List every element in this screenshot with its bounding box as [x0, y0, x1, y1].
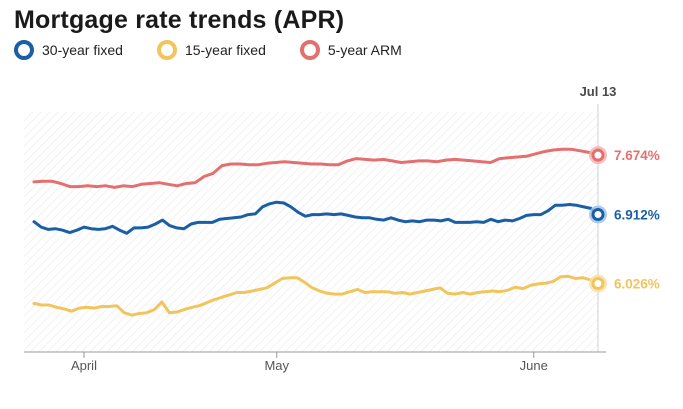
- legend-item-15-year[interactable]: 15-year fixed: [156, 40, 266, 60]
- end-value-label: 6.026%: [614, 276, 660, 291]
- series-line-0: [32, 200, 600, 235]
- x-tick-label: June: [520, 358, 548, 373]
- legend-item-30-year[interactable]: 30-year fixed: [14, 40, 123, 60]
- series-line-2: [32, 147, 600, 189]
- series-line-1: [32, 274, 600, 317]
- end-marker: [591, 148, 605, 162]
- end-value-label: 7.674%: [614, 148, 660, 163]
- legend-item-5-year-arm[interactable]: 5-year ARM: [299, 40, 402, 60]
- x-tick-label: April: [71, 358, 97, 373]
- date-label: Jul 13: [580, 84, 617, 99]
- legend: 30-year fixed 15-year fixed 5-year ARM: [14, 40, 436, 60]
- legend-label-30-year: 30-year fixed: [42, 42, 123, 58]
- end-marker: [591, 207, 605, 221]
- legend-marker-5-year-arm: [299, 40, 320, 60]
- legend-marker-15-year: [156, 40, 177, 60]
- chart-title: Mortgage rate trends (APR): [14, 6, 345, 34]
- legend-marker-30-year: [14, 40, 34, 60]
- legend-label-5-year-arm: 5-year ARM: [327, 42, 402, 58]
- end-marker: [591, 276, 605, 290]
- x-tick-label: May: [264, 358, 289, 373]
- plot-background: [24, 112, 598, 352]
- legend-label-15-year: 15-year fixed: [184, 42, 266, 58]
- end-value-label: 6.912%: [614, 207, 660, 222]
